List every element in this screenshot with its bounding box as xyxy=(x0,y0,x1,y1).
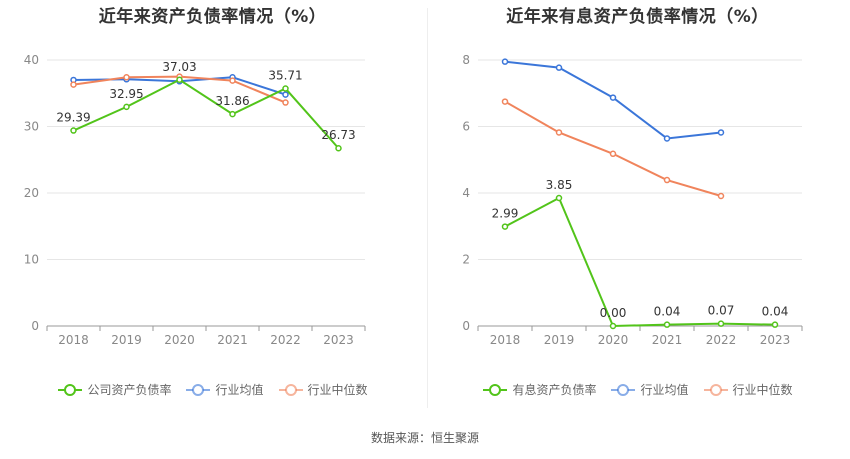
y-tick-label: 10 xyxy=(24,253,39,267)
legend-label: 有息资产负债率 xyxy=(512,383,597,397)
data-point xyxy=(282,99,289,106)
data-point xyxy=(282,85,289,92)
data-point xyxy=(663,321,671,328)
legend-item[interactable]: 有息资产负债率 xyxy=(482,381,596,398)
data-point xyxy=(663,135,671,142)
x-tick-label: 2023 xyxy=(323,333,354,347)
chart-title: 近年来有息资产负债率情况（%） xyxy=(506,7,769,27)
data-point xyxy=(555,64,563,71)
y-tick-label: 4 xyxy=(462,186,470,200)
data-point xyxy=(609,150,617,158)
y-tick-label: 8 xyxy=(462,53,470,67)
chart-panel-debt-ratio: 近年来资产负债率情况（%） 0 10 20 30 40 2018 2019 2020 2021 2… xyxy=(0,7,425,398)
y-tick-label: 0 xyxy=(462,319,470,333)
legend-label: 行业中位数 xyxy=(732,383,793,397)
x-tick-label: 2018 xyxy=(58,333,89,347)
data-point xyxy=(771,321,779,328)
data-point xyxy=(609,94,617,101)
data-point xyxy=(282,91,289,98)
data-point xyxy=(229,77,236,84)
y-tick-label: 2 xyxy=(462,253,470,267)
legend-item[interactable]: 行业中位数 xyxy=(278,381,368,398)
data-point xyxy=(123,74,130,81)
series-line xyxy=(504,100,722,197)
legend-label: 公司资产负债率 xyxy=(87,383,172,397)
legend-label: 行业中位数 xyxy=(307,383,368,397)
data-point xyxy=(123,103,130,111)
data-point xyxy=(501,58,509,65)
data-label: 29.39 xyxy=(56,111,90,125)
data-label: 26.73 xyxy=(321,128,355,142)
legend-marker-icon xyxy=(186,383,211,396)
data-point xyxy=(501,98,509,105)
data-point xyxy=(717,192,725,200)
chart-title: 近年来资产负债率情况（%） xyxy=(98,7,327,27)
x-tick-label: 2022 xyxy=(706,333,737,347)
data-label: 0.04 xyxy=(654,305,681,319)
legend-marker-icon xyxy=(58,383,83,396)
legend-item[interactable]: 行业中位数 xyxy=(703,381,793,398)
data-point xyxy=(609,322,617,330)
chart-legend: 有息资产负债率 行业均值 行业中位数 xyxy=(425,381,850,398)
y-tick-label: 20 xyxy=(24,186,39,200)
data-label: 32.95 xyxy=(109,87,143,101)
data-label: 3.85 xyxy=(546,178,573,192)
data-label: 2.99 xyxy=(492,207,519,221)
y-tick-label: 30 xyxy=(24,120,39,134)
x-tick-label: 2020 xyxy=(598,333,629,347)
data-point xyxy=(70,81,77,88)
data-point xyxy=(501,223,509,230)
legend-marker-icon xyxy=(278,383,303,396)
data-point xyxy=(555,129,563,136)
data-point xyxy=(335,144,342,152)
series-line xyxy=(504,196,776,328)
chart-panel-interest-debt-ratio: 近年来有息资产负债率情况（%） 0 2 4 6 8 2018 2019 2020 2021 202… xyxy=(425,0,850,459)
data-label: 37.03 xyxy=(162,60,196,74)
legend-marker-icon xyxy=(703,383,728,396)
data-label: 0.07 xyxy=(708,304,735,318)
y-tick-label: 0 xyxy=(31,319,39,333)
panel-divider xyxy=(427,8,428,408)
x-tick-label: 2019 xyxy=(544,333,575,347)
data-label: 0.04 xyxy=(762,305,789,319)
x-tick-label: 2023 xyxy=(760,333,791,347)
x-tick-label: 2018 xyxy=(490,333,521,347)
x-tick-label: 2019 xyxy=(111,333,142,347)
data-label: 0.00 xyxy=(600,306,627,320)
data-point xyxy=(717,320,725,327)
chart-svg: 0 2 4 6 8 2018 2019 2020 2021 2022 2023 2.99 3.85 0.0… xyxy=(462,53,803,347)
data-point xyxy=(229,110,236,118)
series-line xyxy=(73,78,340,149)
legend-marker-icon xyxy=(483,383,508,396)
y-tick-label: 40 xyxy=(24,53,39,67)
data-label: 35.71 xyxy=(268,69,302,83)
data-point xyxy=(663,176,671,184)
x-tick-label: 2022 xyxy=(270,333,301,347)
legend-item[interactable]: 公司资产负债率 xyxy=(57,381,171,398)
y-tick-label: 6 xyxy=(462,120,470,134)
legend-item[interactable]: 行业均值 xyxy=(610,381,689,398)
data-source-note: 数据来源：恒生聚源 xyxy=(370,431,479,445)
data-point xyxy=(555,194,563,202)
legend-label: 行业均值 xyxy=(640,383,689,397)
data-point xyxy=(70,127,77,134)
x-tick-label: 2021 xyxy=(652,333,683,347)
chart-legend: 公司资产负债率 行业均值 行业中位数 xyxy=(0,381,425,398)
legend-marker-icon xyxy=(611,383,636,396)
data-point xyxy=(176,76,183,84)
legend-item[interactable]: 行业均值 xyxy=(185,381,264,398)
x-tick-label: 2020 xyxy=(164,333,195,347)
chart-svg: 0 10 20 30 40 2018 2019 2020 2021 2022 2023 29.39 32… xyxy=(24,53,366,347)
data-point xyxy=(717,129,725,136)
data-label: 31.86 xyxy=(215,94,249,108)
legend-label: 行业均值 xyxy=(215,383,264,397)
x-tick-label: 2021 xyxy=(217,333,248,347)
